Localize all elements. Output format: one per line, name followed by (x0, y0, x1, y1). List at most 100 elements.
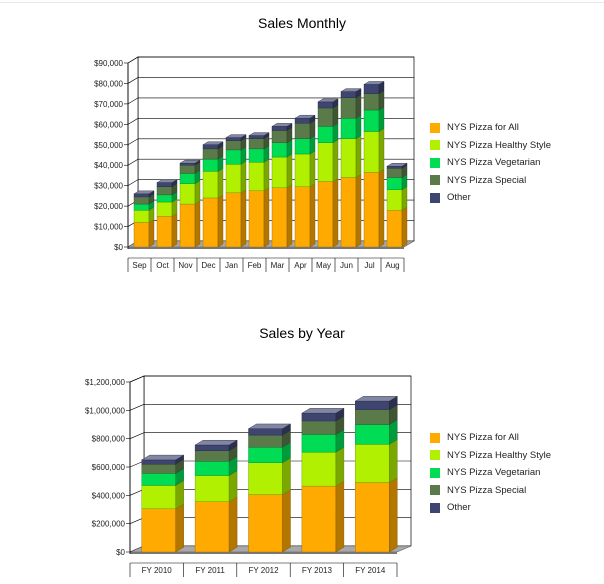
chart-title-monthly: Sales Monthly (258, 15, 346, 31)
legend-item: NYS Pizza Vegetarian (430, 464, 551, 482)
bar-top (386, 163, 408, 167)
bar-segment (355, 424, 390, 445)
bar-segment (355, 444, 390, 483)
legend-item: NYS Pizza Special (430, 172, 551, 190)
bar-segment-side (389, 439, 398, 483)
y-tick-label: $600,000 (92, 463, 126, 472)
gridline (129, 375, 411, 383)
bar-segment (194, 501, 230, 553)
bar-segment-side (335, 480, 345, 553)
bar-stack-Aug (386, 162, 408, 248)
bar-segment (194, 475, 230, 502)
x-tick-label: Dec (201, 261, 215, 270)
y-tick-label: $90,000 (94, 59, 123, 68)
bar-segment (141, 485, 176, 509)
y-tick-label: $0 (116, 548, 125, 557)
bar-segment (301, 485, 337, 553)
bar-segment (248, 462, 283, 495)
legend-swatch (430, 192, 440, 203)
x-tick-label: FY 2014 (355, 566, 386, 575)
y-tick-label: $400,000 (92, 491, 126, 500)
floor-edge (130, 552, 397, 554)
bar-segment-side (228, 496, 238, 553)
legend-label: NYS Pizza Vegetarian (447, 467, 541, 479)
bar-segment (355, 409, 390, 425)
legend-swatch (430, 432, 440, 443)
y-tick-label: $70,000 (94, 100, 123, 109)
bar-segment (194, 444, 230, 451)
x-tick-label: FY 2012 (248, 566, 279, 575)
legend-swatch (430, 467, 440, 478)
y-tick-label: $30,000 (94, 182, 123, 191)
legend-swatch (430, 485, 440, 496)
bar-segment (248, 428, 283, 436)
bar-stack-Oct (156, 179, 178, 248)
bar-segment-side (282, 489, 291, 553)
gridline (127, 97, 414, 105)
y-tick-label: $800,000 (92, 435, 126, 444)
bar-top (317, 98, 339, 103)
legend-yearly: NYS Pizza for All NYS Pizza Healthy Style… (430, 429, 551, 517)
legend-swatch (430, 122, 440, 133)
legend-swatch (430, 502, 440, 513)
x-tick-label: Sep (132, 261, 147, 270)
bar-stack-FY 2011 (194, 439, 238, 553)
legend-label: Other (447, 502, 471, 514)
legend-label: NYS Pizza Special (447, 484, 527, 496)
bar-stack-FY 2014 (354, 395, 399, 553)
bar-segment-side (282, 457, 291, 495)
x-tick-label: Oct (156, 261, 169, 270)
bar-top (294, 114, 316, 119)
legend-swatch (430, 157, 440, 168)
bar-segment (355, 482, 390, 553)
bar-segment (248, 434, 283, 448)
legend-item: NYS Pizza for All (430, 119, 551, 137)
y-tick-label: $40,000 (94, 161, 123, 170)
legend-label: Other (447, 192, 471, 204)
y-tick-label: $1,200,000 (85, 378, 126, 387)
bar-stack-May (317, 98, 339, 248)
x-tick-label: Aug (385, 261, 399, 270)
y-tick-label: $60,000 (94, 120, 123, 129)
x-tick-label: Jan (225, 261, 238, 270)
bar-top (140, 454, 185, 461)
x-tick-label: May (316, 261, 331, 270)
legend-swatch (430, 140, 440, 151)
bar-segment (194, 450, 230, 462)
bar-segment (141, 463, 176, 474)
floor-edge (128, 247, 404, 249)
x-tick-label: Jul (364, 261, 374, 270)
bar-stack-Jan (225, 134, 247, 248)
bar-stack-FY 2013 (301, 408, 345, 553)
bar-top (225, 134, 247, 138)
y-tick-label: $1,000,000 (85, 406, 126, 415)
bar-top (363, 81, 385, 85)
top-divider (0, 2, 604, 3)
bar-stack-FY 2010 (140, 454, 185, 553)
x-tick-label: FY 2013 (302, 566, 333, 575)
chart-title-yearly: Sales by Year (259, 325, 345, 341)
bar-stack-FY 2012 (247, 423, 292, 553)
bar-segment (301, 412, 337, 422)
legend-item: NYS Pizza Healthy Style (430, 137, 551, 155)
legend-item: NYS Pizza for All (430, 429, 551, 447)
bar-segment (194, 461, 230, 476)
legend-label: NYS Pizza for All (447, 432, 519, 444)
legend-label: NYS Pizza Healthy Style (447, 139, 552, 151)
bar-segment (301, 451, 337, 487)
x-tick-label: Feb (248, 261, 262, 270)
legend-item: NYS Pizza Healthy Style (430, 447, 551, 465)
legend-item: Other (430, 189, 551, 207)
x-tick-label: Jun (340, 261, 353, 270)
bar-segment (248, 494, 283, 553)
bar-segment-side (389, 477, 398, 553)
bar-top (271, 123, 293, 127)
bar-segment (355, 400, 390, 410)
y-tick-label: $80,000 (94, 79, 123, 88)
bar-top (354, 396, 399, 402)
bar-segment (141, 508, 176, 553)
gridline (127, 77, 414, 84)
bar-segment (141, 459, 176, 465)
bar-stack-Jun (340, 88, 362, 248)
bar-top (194, 440, 238, 446)
